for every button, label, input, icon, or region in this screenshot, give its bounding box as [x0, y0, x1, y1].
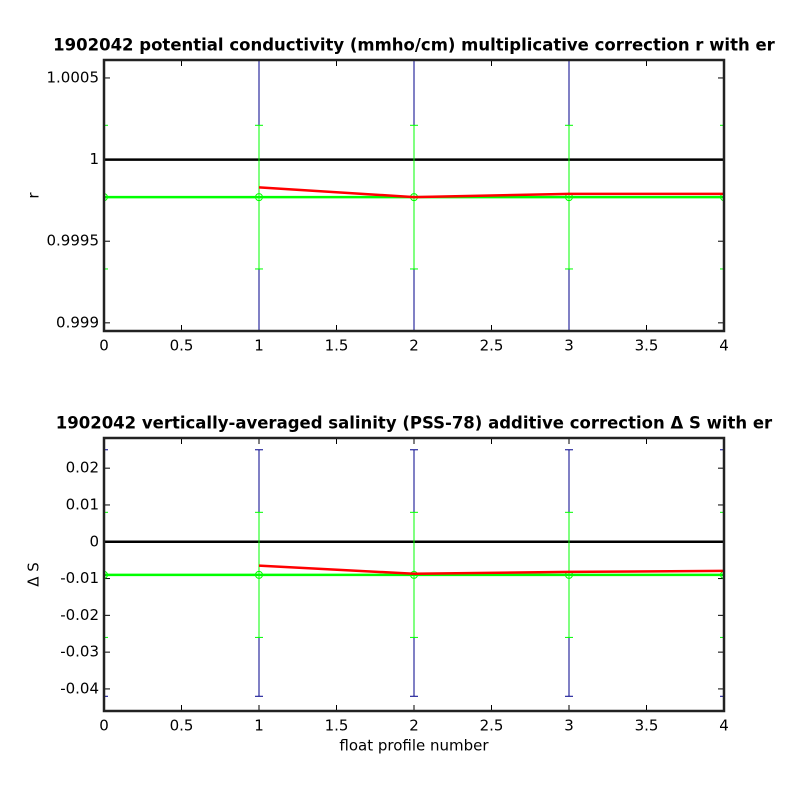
- x-tick-label: 3.5: [635, 717, 659, 735]
- y-tick-label: 0: [89, 532, 99, 550]
- x-tick-label: 1: [254, 337, 264, 355]
- y-tick-label: -0.03: [60, 643, 99, 661]
- error-bar: [720, 511, 724, 638]
- marker: [255, 570, 263, 579]
- error-bar: [720, 124, 724, 270]
- x-tick-label: 2.5: [480, 717, 504, 735]
- axes-frame: [102, 58, 726, 333]
- x-tick-label: 4: [719, 717, 729, 735]
- x-tick-label: 1.5: [325, 337, 349, 355]
- y-tick-label: 0.01: [66, 495, 99, 513]
- marker: [104, 570, 108, 579]
- plot-content: [104, 449, 724, 697]
- y-tick-label: -0.01: [60, 569, 99, 587]
- error-bar: [104, 449, 108, 697]
- x-tick-label: 4: [719, 337, 729, 355]
- y-axis-label: r: [25, 192, 43, 199]
- y-tick-label: -0.02: [60, 606, 99, 624]
- x-tick-label: 1: [254, 717, 264, 735]
- error-bar: [104, 124, 108, 270]
- chart-title: 1902042 vertically-averaged salinity (PS…: [56, 414, 773, 433]
- x-tick-label: 3: [564, 717, 574, 735]
- marker: [104, 193, 108, 202]
- data-line: [258, 186, 724, 199]
- x-tick-label: 2: [409, 717, 419, 735]
- x-axis-label: float profile number: [339, 737, 489, 755]
- y-tick-label: 0.9995: [47, 232, 100, 250]
- error-bar: [720, 449, 724, 697]
- error-bar: [104, 511, 108, 638]
- chart-title: 1902042 potential conductivity (mmho/cm)…: [53, 36, 775, 55]
- x-tick-label: 2.5: [480, 337, 504, 355]
- x-tick-label: 0.5: [170, 337, 194, 355]
- y-axis-label: Δ S: [25, 562, 43, 587]
- subplot: 1902042 vertically-averaged salinity (PS…: [25, 414, 774, 755]
- y-tick-label: 0.02: [66, 459, 99, 477]
- y-tick-label: 1: [89, 150, 99, 168]
- x-tick-label: 0: [99, 337, 109, 355]
- marker: [720, 570, 724, 579]
- subplot: 1902042 potential conductivity (mmho/cm)…: [25, 36, 776, 355]
- x-tick-label: 0: [99, 717, 109, 735]
- y-tick-label: 1.0005: [47, 68, 100, 86]
- x-tick-label: 1.5: [325, 717, 349, 735]
- y-tick-label: 0.999: [56, 313, 99, 331]
- marker: [720, 193, 724, 202]
- x-tick-label: 3.5: [635, 337, 659, 355]
- x-tick-label: 2: [409, 337, 419, 355]
- plot-content: [104, 60, 724, 331]
- marker: [255, 193, 263, 202]
- x-tick-label: 0.5: [170, 717, 194, 735]
- y-tick-label: -0.04: [60, 679, 99, 697]
- data-line: [258, 564, 724, 576]
- axes-frame: [102, 436, 726, 713]
- x-tick-label: 3: [564, 337, 574, 355]
